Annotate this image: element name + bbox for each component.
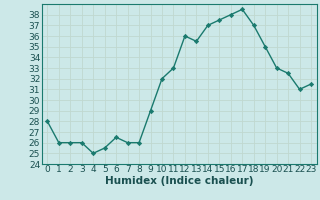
X-axis label: Humidex (Indice chaleur): Humidex (Indice chaleur) [105, 176, 253, 186]
